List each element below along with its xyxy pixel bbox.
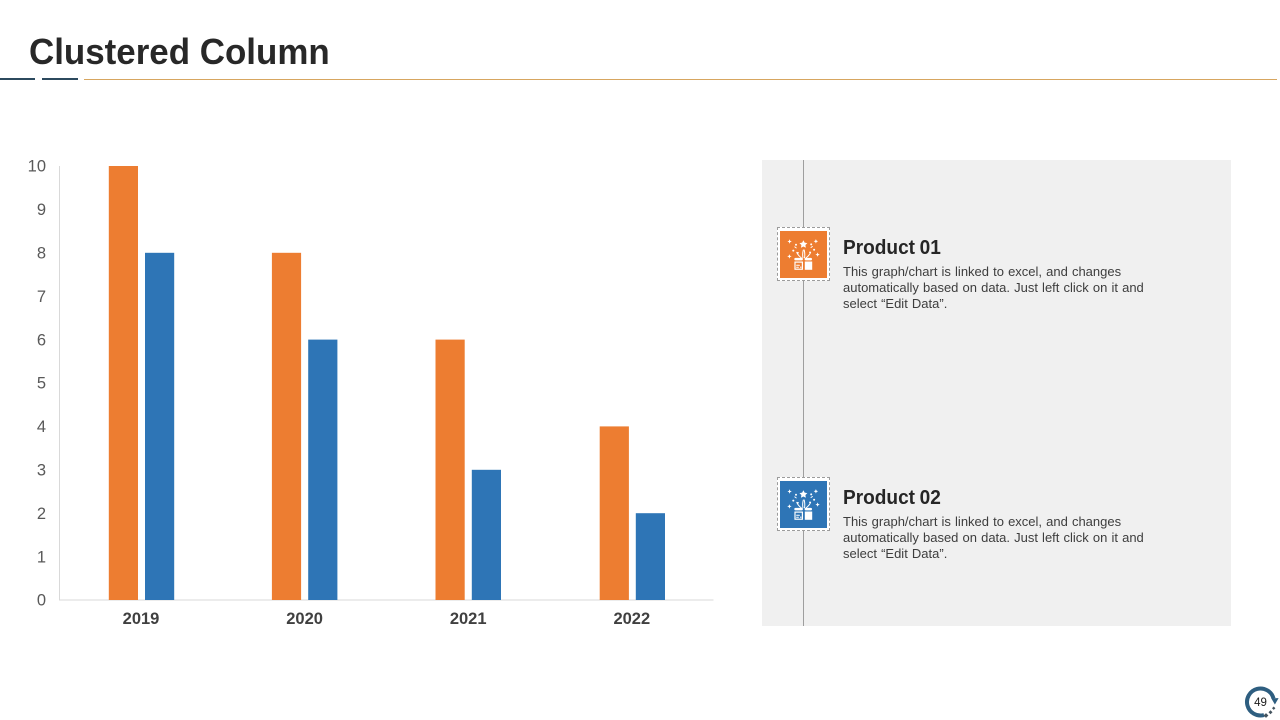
svg-text:0: 0: [37, 592, 46, 610]
svg-text:6: 6: [37, 331, 46, 349]
svg-text:4: 4: [37, 418, 46, 436]
svg-text:2020: 2020: [286, 610, 323, 628]
svg-text:49: 49: [1254, 697, 1267, 709]
svg-text:1: 1: [37, 548, 46, 566]
svg-text:3: 3: [37, 462, 46, 480]
svg-text:2019: 2019: [123, 610, 160, 628]
svg-text:2022: 2022: [613, 610, 650, 628]
svg-text:10: 10: [28, 158, 46, 176]
svg-text:7: 7: [37, 288, 46, 306]
svg-text:2: 2: [37, 505, 46, 523]
svg-text:5: 5: [37, 375, 46, 393]
svg-text:8: 8: [37, 245, 46, 263]
svg-text:9: 9: [37, 201, 46, 219]
svg-text:2021: 2021: [450, 610, 487, 628]
